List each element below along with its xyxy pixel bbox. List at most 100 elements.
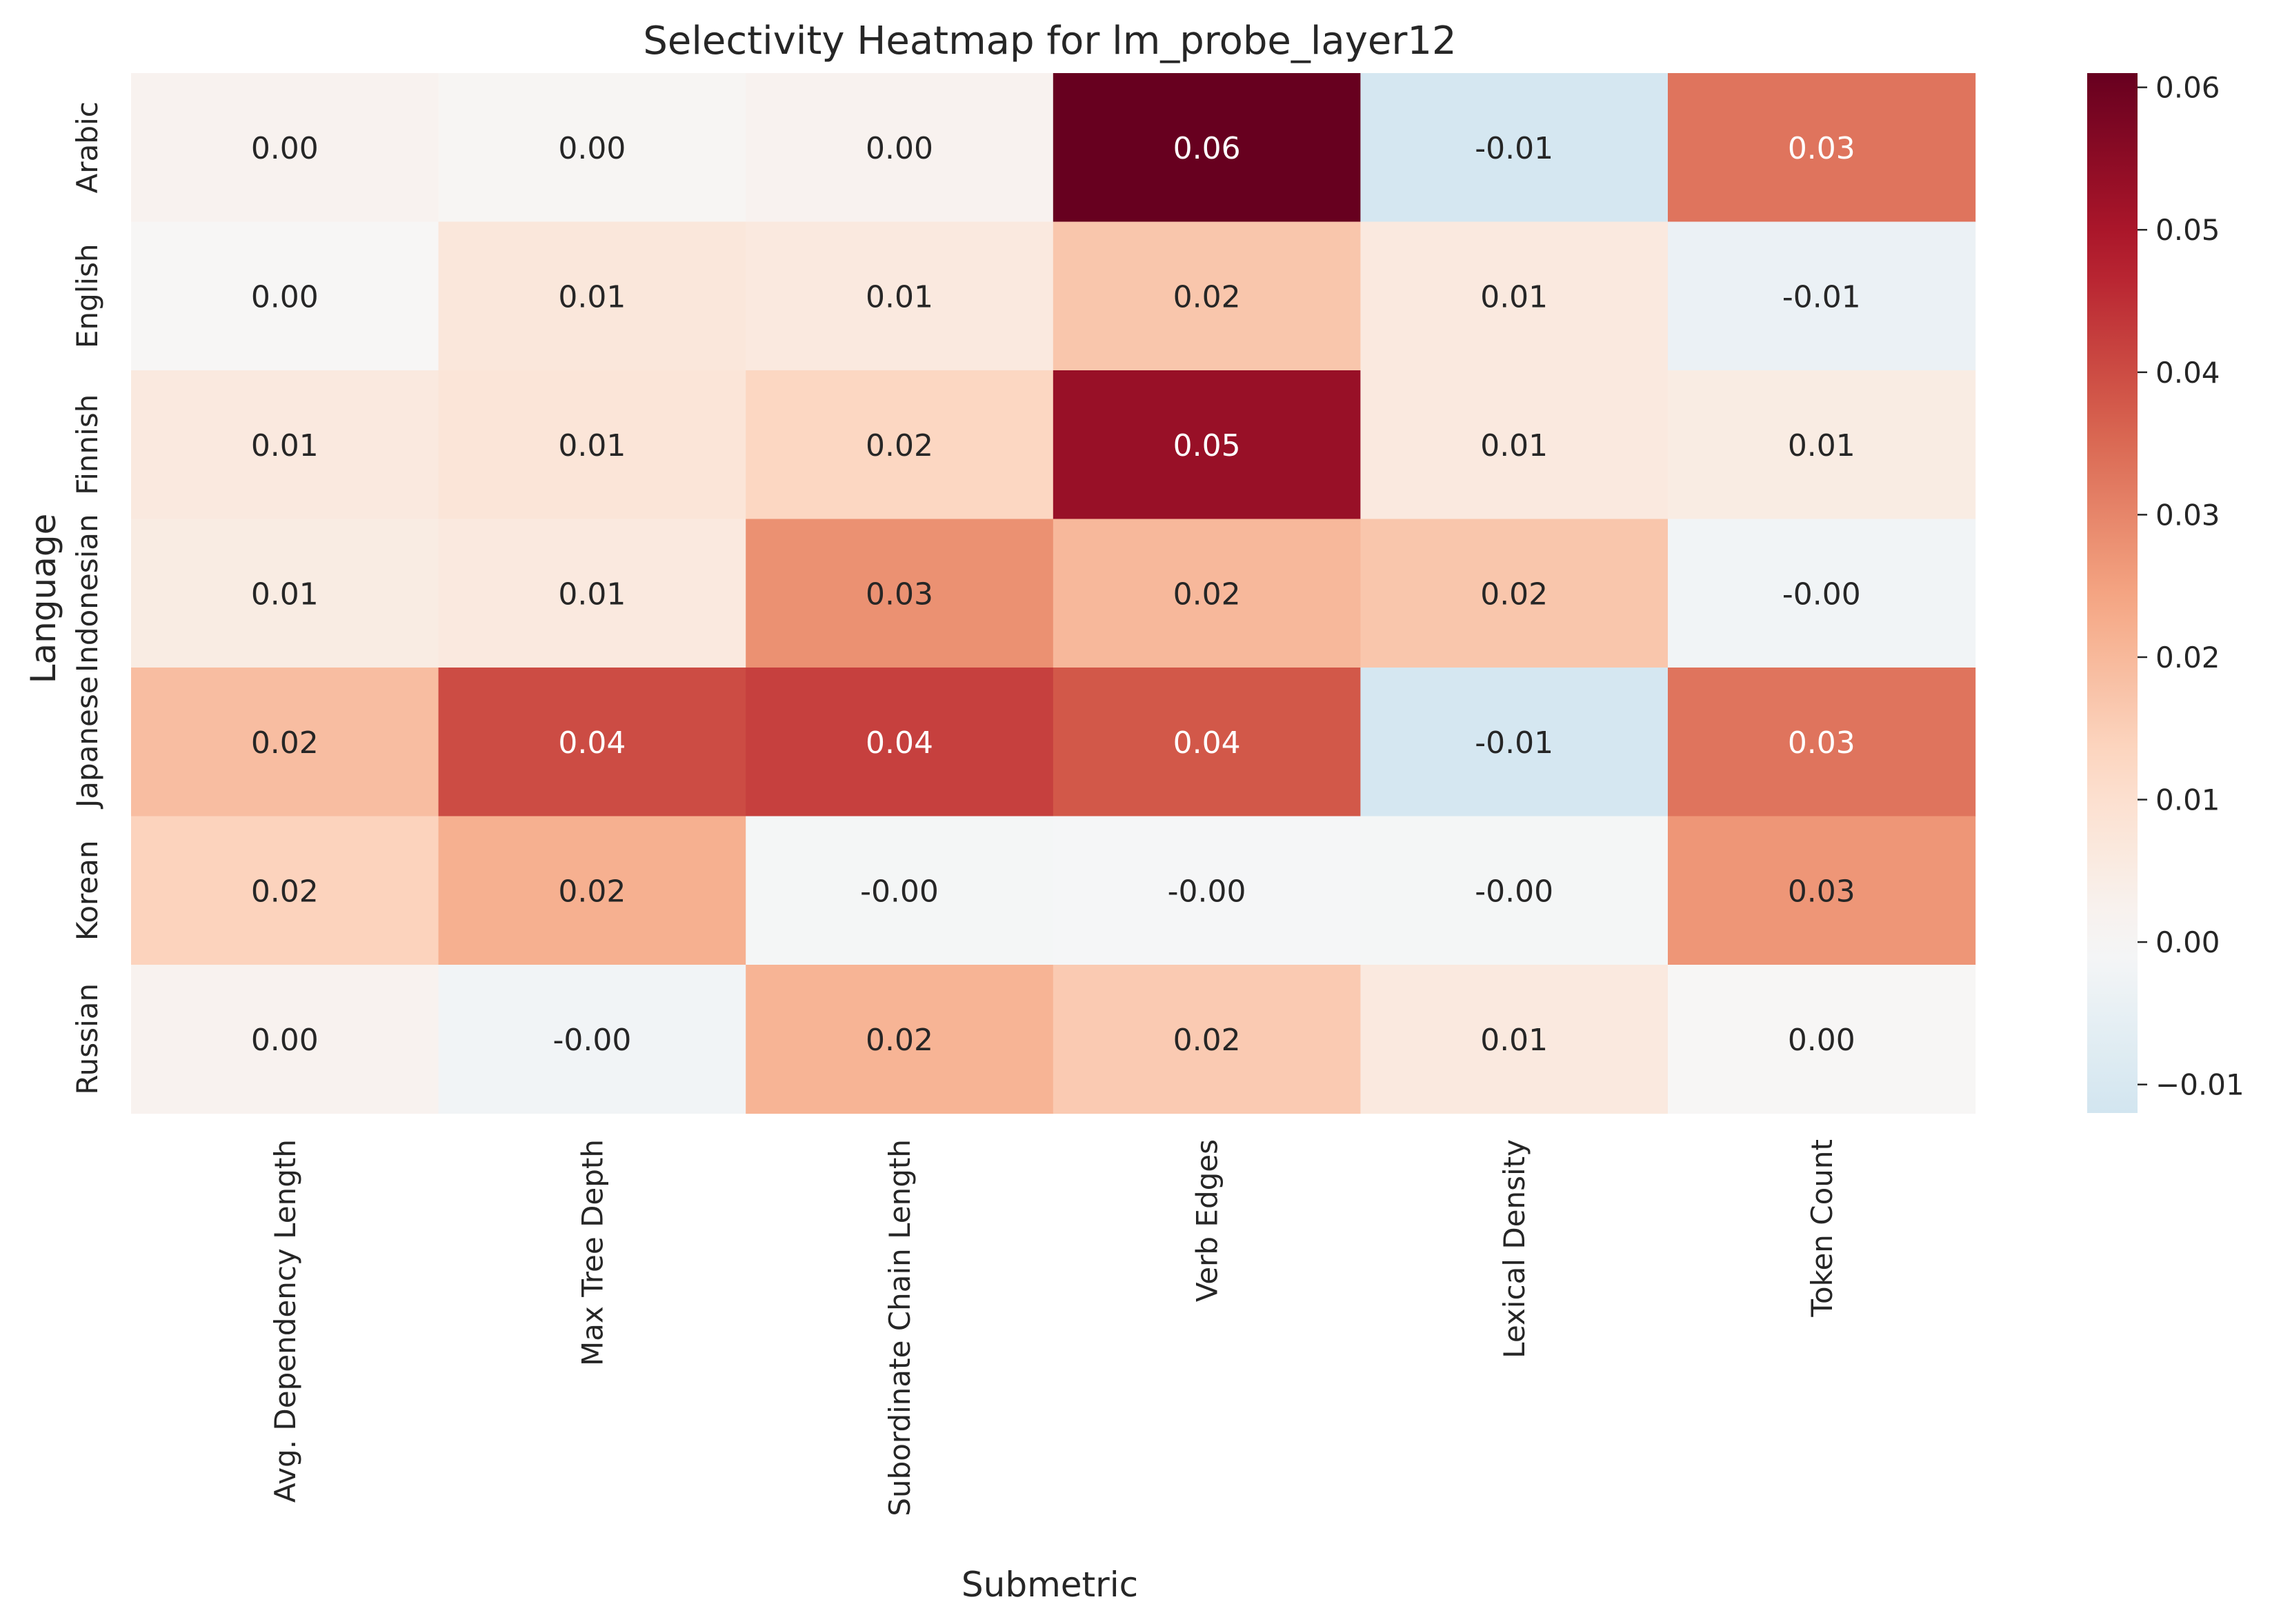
heatmap-cell — [131, 816, 439, 965]
cell-annotation: -0.00 — [1168, 874, 1246, 909]
cell-annotation: 0.01 — [1788, 428, 1855, 463]
heatmap-cell — [438, 816, 746, 965]
heatmap-cell — [1360, 816, 1669, 965]
heatmap-cell — [131, 221, 439, 371]
colorbar-tick-label: 0.06 — [2155, 71, 2220, 105]
cell-annotation: 0.02 — [251, 725, 319, 761]
heatmap-cell — [1668, 73, 1976, 223]
x-tick-label: Max Tree Depth — [575, 1139, 609, 1366]
cell-annotation: 0.02 — [251, 874, 319, 909]
x-tick-label: Token Count — [1805, 1139, 1839, 1318]
colorbar-tick-label: 0.02 — [2155, 641, 2220, 674]
y-tick-label: Russian — [70, 983, 104, 1095]
colorbar-tick-label: 0.05 — [2155, 213, 2220, 247]
heatmap-cell — [1053, 73, 1361, 223]
heatmap-cell — [438, 370, 746, 520]
colorbar-tick-label: 0.01 — [2155, 783, 2220, 817]
cell-annotation: 0.03 — [1788, 874, 1855, 909]
cell-annotation: 0.00 — [251, 131, 319, 166]
heatmap-annotations: 0.00 0.00 0.00 0.06 -0.01 0.03 0.00 0.01 0.01 0.0… — [251, 131, 1861, 1058]
cell-annotation: 0.01 — [1480, 428, 1548, 463]
cell-annotation: 0.01 — [251, 577, 319, 612]
x-tick-label: Subordinate Chain Length — [883, 1139, 917, 1516]
y-tick-label: Indonesian — [70, 514, 104, 672]
heatmap-cell — [746, 668, 1054, 817]
heatmap-cell — [1360, 370, 1669, 520]
cell-annotation: -0.01 — [1782, 279, 1861, 314]
heatmap-cell — [746, 221, 1054, 371]
x-axis-tick-labels: Avg. Dependency Length Max Tree Depth Subo… — [268, 1139, 1839, 1516]
heatmap-cell — [1360, 73, 1669, 223]
cell-annotation: 0.04 — [866, 725, 933, 761]
x-axis-label: Submetric — [962, 1565, 1138, 1605]
y-axis-label: Language — [23, 514, 63, 684]
heatmap-cell — [1053, 668, 1361, 817]
cell-annotation: 0.05 — [1173, 428, 1241, 463]
cell-annotation: 0.04 — [558, 725, 626, 761]
heatmap-cell — [1668, 965, 1976, 1114]
cell-annotation: 0.00 — [558, 131, 626, 166]
heatmap-cell — [131, 668, 439, 817]
heatmap-cell — [131, 519, 439, 668]
y-tick-label: English — [70, 243, 104, 348]
heatmap-cell — [1668, 519, 1976, 668]
x-tick-label: Avg. Dependency Length — [268, 1139, 302, 1503]
cell-annotation: 0.00 — [866, 131, 933, 166]
heatmap-cell — [438, 519, 746, 668]
heatmap-cell — [1053, 965, 1361, 1114]
heatmap-cell — [131, 965, 439, 1114]
cell-annotation: 0.03 — [866, 577, 933, 612]
heatmap-cell — [1053, 519, 1361, 668]
cell-annotation: 0.00 — [251, 279, 319, 314]
colorbar-tick-label: 0.03 — [2155, 498, 2220, 532]
cell-annotation: 0.02 — [1173, 577, 1241, 612]
colorbar-tick-label: 0.00 — [2155, 925, 2220, 959]
cell-annotation: -0.00 — [1782, 577, 1861, 612]
heatmap-cell — [131, 370, 439, 520]
cell-annotation: 0.01 — [1480, 279, 1548, 314]
cell-annotation: 0.01 — [558, 577, 626, 612]
cell-annotation: 0.04 — [1173, 725, 1241, 761]
y-tick-label: Korean — [70, 840, 104, 941]
cell-annotation: 0.01 — [866, 279, 933, 314]
cell-annotation: 0.03 — [1788, 725, 1855, 761]
heatmap-cell — [438, 965, 746, 1114]
heatmap-cell — [1360, 519, 1669, 668]
heatmap-cell — [1668, 370, 1976, 520]
heatmap-cell — [746, 73, 1054, 223]
heatmap-cell — [1668, 221, 1976, 371]
heatmap-cell — [1360, 965, 1669, 1114]
x-tick-label: Lexical Density — [1497, 1139, 1531, 1359]
y-tick-label: Japanese — [70, 676, 104, 810]
heatmap-cell — [746, 965, 1054, 1114]
cell-annotation: 0.00 — [251, 1023, 319, 1058]
y-tick-label: Arabic — [70, 101, 104, 193]
chart-title: Selectivity Heatmap for lm_probe_layer12 — [643, 19, 1456, 63]
colorbar-tick-label: 0.04 — [2155, 356, 2220, 390]
cell-annotation: 0.02 — [1173, 279, 1241, 314]
cell-annotation: -0.00 — [552, 1023, 631, 1058]
heatmap-cell — [746, 816, 1054, 965]
heatmap-cell — [1053, 816, 1361, 965]
x-tick-label: Verb Edges — [1191, 1139, 1224, 1302]
cell-annotation: 0.02 — [1173, 1023, 1241, 1058]
cell-annotation: 0.01 — [1480, 1023, 1548, 1058]
heatmap-cell — [1053, 370, 1361, 520]
colorbar — [2087, 73, 2138, 1113]
heatmap-cell — [1053, 221, 1361, 371]
cell-annotation: 0.01 — [558, 428, 626, 463]
heatmap-cell — [1360, 668, 1669, 817]
heatmap-cell — [438, 73, 746, 223]
cell-annotation: 0.01 — [251, 428, 319, 463]
y-axis-tick-labels: Arabic English Finnish Indonesian Japanese Ko… — [70, 101, 104, 1094]
cell-annotation: 0.02 — [866, 428, 933, 463]
cell-annotation: -0.00 — [1475, 874, 1553, 909]
heatmap-cell — [131, 73, 439, 223]
cell-annotation: 0.03 — [1788, 131, 1855, 166]
y-tick-label: Finnish — [70, 394, 104, 495]
heatmap-cell — [438, 221, 746, 371]
heatmap-cell — [1668, 816, 1976, 965]
heatmap-cell — [746, 519, 1054, 668]
cell-annotation: 0.02 — [1480, 577, 1548, 612]
